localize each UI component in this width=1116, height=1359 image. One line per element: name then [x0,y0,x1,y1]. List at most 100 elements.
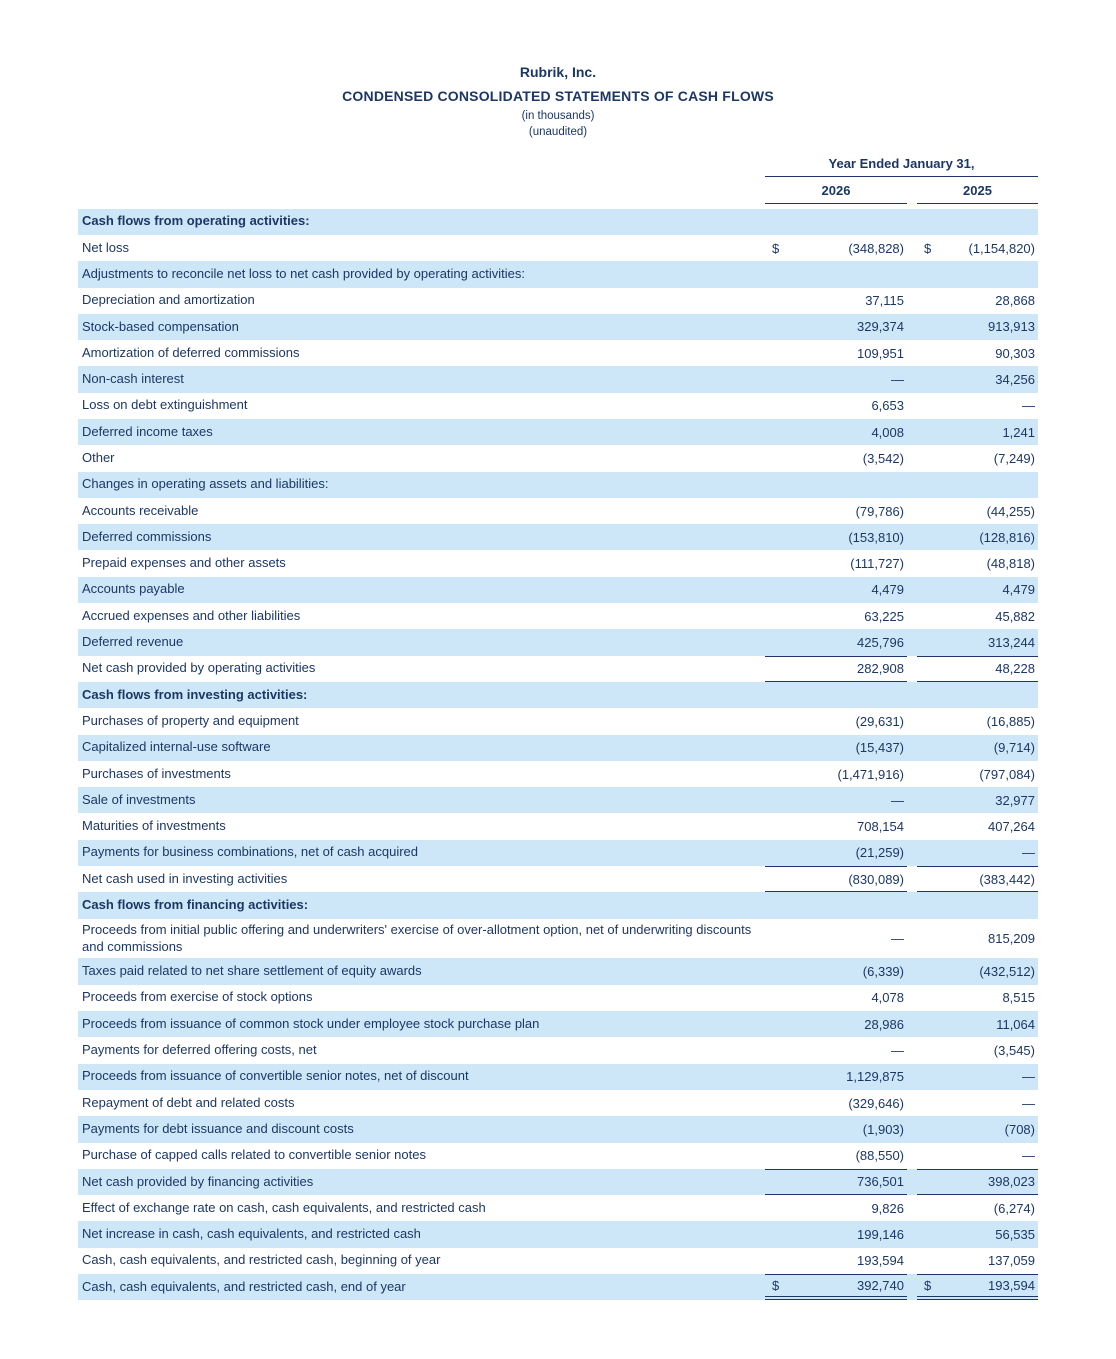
value-amount: 1,129,875 [846,1069,904,1085]
row-label: Cash flows from financing activities: [82,897,309,913]
table-row: Proceeds from initial public offering an… [78,919,1038,959]
value-amount: 28,986 [864,1016,904,1032]
value-cell-2026: (6,339) [765,958,907,984]
table-row: Proceeds from exercise of stock options 4… [78,985,1038,1011]
value-cell-2025: (9,714) [917,735,1038,761]
statement-page: Rubrik, Inc. CONDENSED CONSOLIDATED STAT… [78,64,1038,1301]
value-amount: 37,115 [865,293,904,309]
table-row: Changes in operating assets and liabilit… [78,471,1038,498]
table-row: Payments for business combinations, net … [78,839,1038,867]
row-label: Deferred commissions [82,528,212,544]
table-row: Deferred revenue 425,796 313,244 [78,629,1038,656]
value-amount: — [1022,1069,1035,1085]
value-cell-2026: (111,727) [765,550,907,576]
row-label: Effect of exchange rate on cash, cash eq… [82,1199,486,1215]
value-amount: 4,078 [871,990,904,1006]
value-cell-2026: 199,146 [765,1221,907,1247]
value-amount: 815,209 [988,931,1035,947]
value-amount: (348,828) [848,240,904,256]
row-label: Accounts receivable [82,502,199,518]
spacer [78,156,765,204]
value-cell-2025: (383,442) [917,866,1038,893]
value-cell-2026: (29,631) [765,708,907,734]
row-label: Sale of investments [82,791,196,807]
value-cell-2025: 32,977 [917,787,1038,813]
value-amount: 913,913 [988,319,1035,335]
table-row: Deferred commissions (153,810) (128,816) [78,524,1038,551]
value-amount: — [891,931,904,947]
value-cell-2026: 282,908 [765,655,907,682]
value-cell-2025: 48,228 [917,655,1038,682]
row-label: Capitalized internal-use software [82,739,271,755]
table-row: Amortization of deferred commissions 109,… [78,340,1038,366]
value-amount: 4,479 [871,582,904,598]
row-label: Proceeds from initial public offering an… [82,921,752,954]
value-cell-2026: (15,437) [765,735,907,761]
value-cell-2026: (79,786) [765,498,907,524]
section-header-row: Cash flows from financing activities: [78,892,1038,919]
value-cell-2025: 11,064 [917,1011,1038,1037]
value-amount: 4,008 [871,424,904,440]
value-amount: (128,816) [979,529,1035,545]
value-amount: 736,501 [857,1174,904,1190]
value-amount: (48,818) [986,556,1035,572]
table-row: Proceeds from issuance of common stock u… [78,1011,1038,1038]
value-cell-2026 [765,209,907,235]
value-amount: (1,903) [862,1121,904,1137]
column-header-2026: 2026 [765,183,907,204]
value-amount: (7,249) [993,450,1035,466]
value-cell-2025: 90,303 [917,340,1038,366]
statement-title: CONDENSED CONSOLIDATED STATEMENTS OF CAS… [342,88,774,105]
row-label: Other [82,450,115,465]
value-amount: (383,442) [979,871,1035,887]
value-cell-2026: 4,008 [765,419,907,445]
value-cell-2026: 109,951 [765,340,907,366]
table-row: Adjustments to reconcile net loss to net… [78,261,1038,288]
value-amount: 199,146 [857,1227,904,1243]
row-label: Taxes paid related to net share settleme… [82,963,422,979]
value-cell-2025: 8,515 [917,985,1038,1011]
row-label: Proceeds from issuance of convertible se… [82,1068,469,1084]
value-cell-2026: 329,374 [765,314,907,340]
value-cell-2025: 913,913 [917,314,1038,340]
value-amount: — [1022,398,1035,414]
row-label: Cash flows from investing activities: [82,686,308,702]
row-label: Depreciation and amortization [82,292,255,308]
value-amount: (329,646) [848,1095,904,1111]
value-cell-2025: (797,084) [917,761,1038,787]
value-cell-2026 [765,892,907,918]
table-row: Cash, cash equivalents, and restricted c… [78,1273,1038,1301]
value-amount: 90,303 [995,345,1035,361]
value-cell-2025 [917,261,1038,287]
value-cell-2025: (3,545) [917,1037,1038,1063]
value-amount: (6,339) [862,964,904,980]
value-amount: (88,550) [855,1148,904,1164]
dollar-sign: $ [924,1278,932,1294]
value-cell-2025 [917,892,1038,918]
value-amount: 4,479 [1002,582,1035,598]
table-row: Cash, cash equivalents, and restricted c… [78,1248,1038,1274]
value-amount: — [891,1042,904,1058]
year-columns: 2026 2025 [765,183,1038,204]
value-amount: 9,826 [871,1200,904,1216]
value-amount: (16,885) [986,713,1035,729]
cash-flow-table: Cash flows from operating activities: Net… [78,208,1038,1301]
value-amount: 28,868 [995,293,1035,309]
value-amount: 313,244 [988,635,1035,651]
table-row: Other (3,542) (7,249) [78,445,1038,471]
table-row: Purchases of investments (1,471,916) (797,… [78,761,1038,787]
table-row: Net loss $ (348,828) $ (1,154,820) [78,235,1038,261]
table-row: Deferred income taxes 4,008 1,241 [78,419,1038,446]
value-cell-2025: (7,249) [917,445,1038,471]
row-label: Payments for business combinations, net … [82,844,419,860]
value-cell-2025: 398,023 [917,1168,1038,1196]
row-label: Loss on debt extinguishment [82,397,248,413]
value-amount: 425,796 [857,635,904,651]
value-cell-2026: — [765,1037,907,1063]
value-cell-2026: 63,225 [765,603,907,629]
value-amount: (3,545) [993,1042,1035,1058]
table-row: Capitalized internal-use software (15,437… [78,734,1038,761]
value-amount: (797,084) [979,766,1035,782]
value-cell-2025: 815,209 [917,919,1038,959]
value-amount: 193,594 [988,1278,1035,1294]
